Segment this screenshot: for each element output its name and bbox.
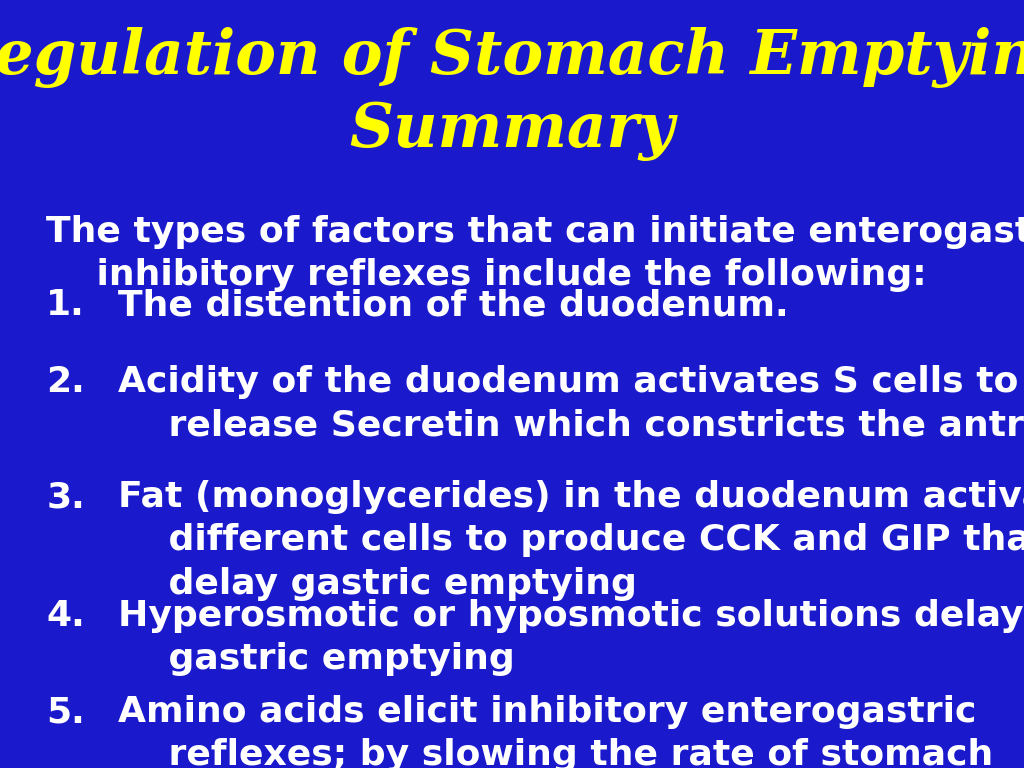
Text: 1.: 1.: [46, 288, 85, 322]
Text: 5.: 5.: [46, 695, 85, 729]
Text: The types of factors that can initiate enterogastric
    inhibitory reflexes inc: The types of factors that can initiate e…: [46, 215, 1024, 293]
Text: Amino acids elicit inhibitory enterogastric
    reflexes; by slowing the rate of: Amino acids elicit inhibitory enterogast…: [118, 695, 993, 768]
Text: The distention of the duodenum.: The distention of the duodenum.: [118, 288, 788, 322]
Text: 4.: 4.: [46, 599, 85, 633]
Text: Regulation of Stomach Emptying
Summary: Regulation of Stomach Emptying Summary: [0, 27, 1024, 161]
Text: Hyperosmotic or hyposmotic solutions delay
    gastric emptying: Hyperosmotic or hyposmotic solutions del…: [118, 599, 1023, 677]
Text: 3.: 3.: [46, 480, 85, 514]
Text: Acidity of the duodenum activates S cells to
    release Secretin which constric: Acidity of the duodenum activates S cell…: [118, 365, 1024, 442]
Text: 2.: 2.: [46, 365, 85, 399]
Text: Fat (monoglycerides) in the duodenum activates
    different cells to produce CC: Fat (monoglycerides) in the duodenum act…: [118, 480, 1024, 601]
